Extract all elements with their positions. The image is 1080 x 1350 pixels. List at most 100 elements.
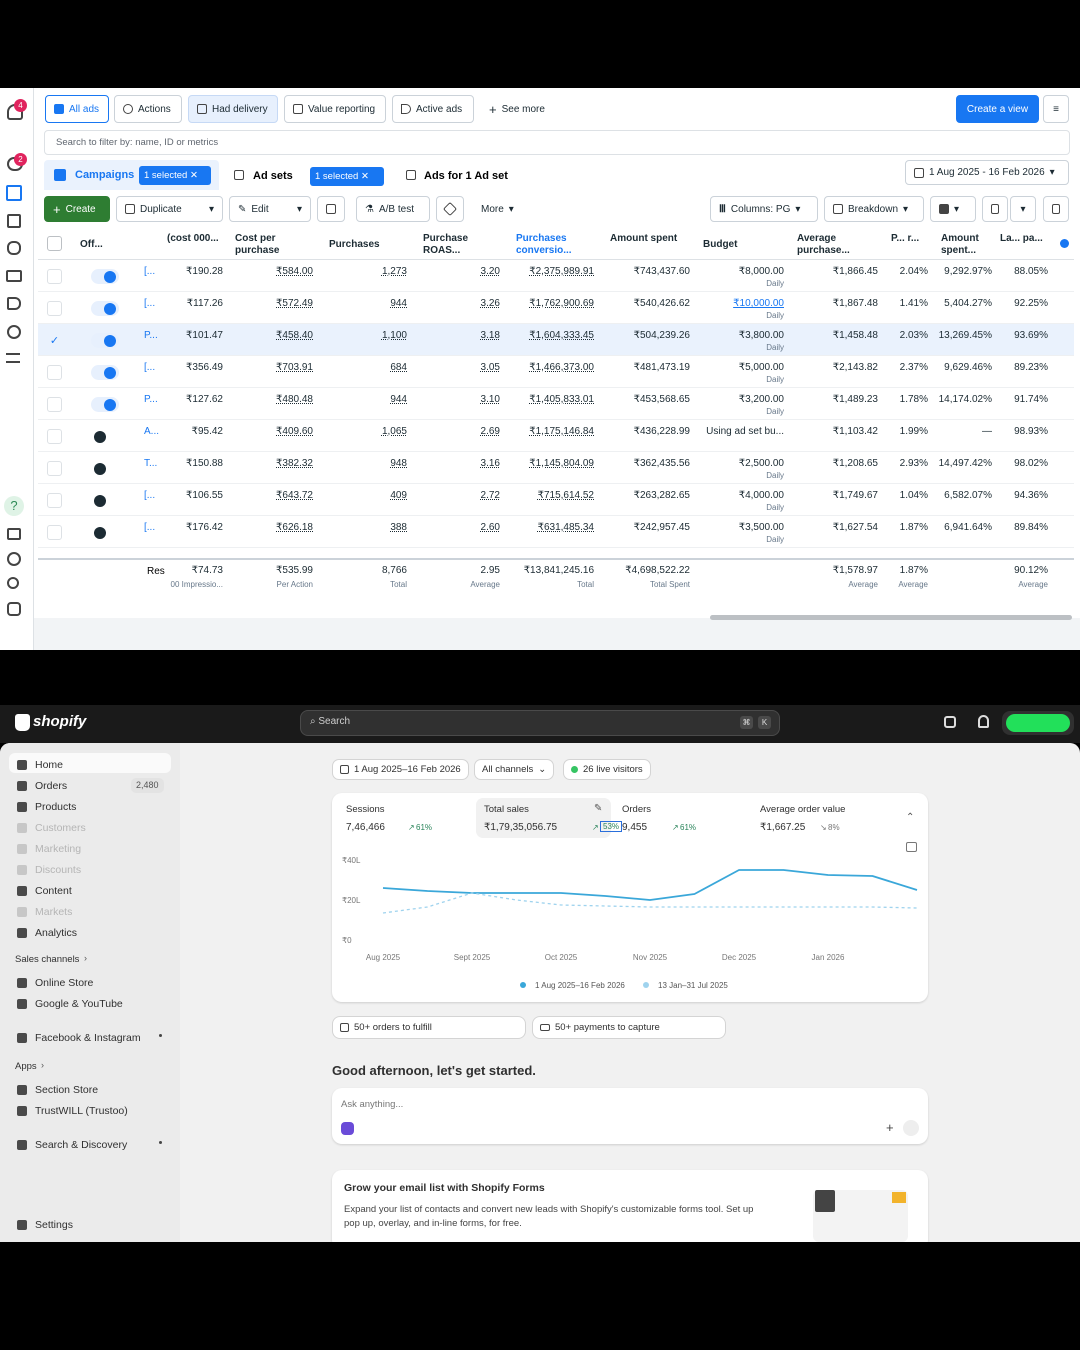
column-header[interactable]: Average purchase...	[797, 233, 850, 256]
row-checkbox[interactable]	[47, 525, 62, 540]
table-row[interactable]	[38, 260, 1074, 292]
sidekick-icon[interactable]	[341, 1122, 354, 1135]
section-heading[interactable]: Sales channels	[15, 954, 80, 965]
icon[interactable]	[7, 528, 21, 540]
add-column[interactable]	[1060, 239, 1069, 248]
nav-item[interactable]: Online Store	[17, 976, 167, 990]
view-button[interactable]: + See more	[480, 95, 555, 123]
store-icon[interactable]	[944, 716, 956, 728]
column-header[interactable]: Purchases	[329, 239, 380, 250]
chart-options[interactable]	[906, 842, 917, 852]
table-row[interactable]	[38, 388, 1074, 420]
bell-icon[interactable]	[978, 715, 989, 728]
edit-button[interactable]: ✎ Edit ▾	[229, 196, 311, 222]
create-button[interactable]: + Create	[44, 196, 110, 222]
column-header[interactable]: Budget	[703, 239, 738, 250]
create-view-button[interactable]: Create a view	[956, 95, 1039, 123]
logo[interactable]: shopify	[33, 713, 87, 730]
campaign-name[interactable]: [...	[144, 362, 156, 373]
column-header[interactable]: Purchases conversio...	[516, 233, 572, 256]
columns-button[interactable]: Ⅲ Columns: PG ▾	[710, 196, 818, 222]
view-button[interactable]: Actions	[114, 95, 182, 123]
collapse-icon[interactable]: ⌃	[906, 812, 915, 823]
nav-item[interactable]: Facebook & Instagram	[17, 1031, 167, 1045]
channel-filter[interactable]: All channels ⌄	[474, 759, 555, 780]
search-bar[interactable]	[300, 710, 780, 736]
selected-chip[interactable]: 1 selected ✕	[139, 166, 211, 185]
icon[interactable]	[7, 297, 21, 310]
tab-ads[interactable]	[397, 160, 562, 190]
view-button[interactable]: Had delivery	[188, 95, 278, 123]
nav-item[interactable]: Google & YouTube	[17, 997, 167, 1011]
more-button[interactable]: More ▾	[472, 196, 530, 222]
view-button[interactable]: Value reporting	[284, 95, 386, 123]
add-icon[interactable]: +	[886, 1120, 894, 1135]
nav-item[interactable]: Section Store	[17, 1083, 167, 1097]
delete-button[interactable]	[317, 196, 345, 222]
row-checkbox[interactable]	[47, 461, 62, 476]
metric-label[interactable]: Sessions	[346, 804, 385, 815]
view-button[interactable]: Active ads	[392, 95, 474, 123]
table-row[interactable]	[38, 484, 1074, 516]
metric-label[interactable]: Average order value	[760, 804, 846, 815]
table-row[interactable]	[38, 420, 1074, 452]
column-header[interactable]: Amount spent...	[941, 233, 979, 256]
nav-item[interactable]: Products	[17, 800, 167, 814]
view-button[interactable]: All ads	[45, 95, 109, 123]
row-checkbox[interactable]	[47, 269, 62, 284]
nav-item[interactable]: Analytics	[17, 926, 167, 940]
section-heading[interactable]: Apps	[15, 1061, 37, 1072]
column-header[interactable]: Off...	[80, 239, 103, 250]
settings-icon[interactable]	[7, 552, 21, 566]
dropdown-button[interactable]: ▾	[1010, 196, 1036, 222]
campaign-name[interactable]: [...	[144, 298, 156, 309]
send-button[interactable]	[903, 1120, 919, 1136]
tag-button[interactable]	[436, 196, 464, 222]
duplicate-button[interactable]: Duplicate ▾	[116, 196, 223, 222]
breakdown-button[interactable]: Breakdown ▾	[824, 196, 924, 222]
icon[interactable]	[6, 270, 22, 282]
menu-icon[interactable]	[6, 353, 20, 363]
nav-item[interactable]: Settings	[17, 1218, 167, 1232]
table-row[interactable]	[38, 292, 1074, 324]
table-row[interactable]	[38, 516, 1074, 548]
edit-icon[interactable]: ✎	[594, 803, 603, 814]
ab-test-button[interactable]: ⚗ A/B test	[356, 196, 430, 222]
nav-item[interactable]: Discounts	[17, 863, 167, 877]
cell[interactable]: ₹10,000.00	[733, 298, 784, 309]
campaign-name[interactable]: P...	[144, 394, 158, 405]
row-checkbox[interactable]	[47, 365, 62, 380]
icon[interactable]	[7, 241, 21, 255]
task-button[interactable]: 50+ orders to fulfill	[332, 1016, 526, 1039]
nav-item[interactable]: Search & Discovery	[17, 1138, 167, 1152]
date-picker[interactable]: 1 Aug 2025 - 16 Feb 2026 ▾	[905, 160, 1069, 185]
column-header[interactable]: La... pa...	[1000, 233, 1043, 244]
table-row[interactable]	[38, 452, 1074, 484]
campaign-name[interactable]: T...	[144, 458, 158, 469]
nav-item[interactable]: Marketing	[17, 842, 167, 856]
campaign-name[interactable]: A...	[144, 426, 160, 437]
row-checkbox[interactable]	[47, 493, 62, 508]
column-header[interactable]: Purchase ROAS...	[423, 233, 469, 256]
row-checkbox[interactable]	[47, 397, 62, 412]
icon[interactable]	[7, 325, 21, 339]
nav-item[interactable]: Home	[17, 758, 167, 772]
live-visitors[interactable]: 26 live visitors	[563, 759, 651, 780]
search-input[interactable]: Search to filter by: name, ID or metrics	[44, 130, 1070, 155]
select-all-checkbox[interactable]	[47, 236, 62, 251]
search-icon[interactable]	[7, 577, 19, 589]
reports-button[interactable]: ▾	[930, 196, 976, 222]
row-checkbox[interactable]	[47, 429, 62, 444]
nav-item[interactable]: Markets	[17, 905, 167, 919]
column-header[interactable]: (cost 000...	[167, 233, 219, 244]
metric-label[interactable]: Total sales	[484, 804, 529, 815]
icon[interactable]	[7, 214, 21, 228]
ask-box[interactable]	[332, 1088, 928, 1144]
nav-item[interactable]: Customers	[17, 821, 167, 835]
nav-item[interactable]: TrustWILL (Trustoo)	[17, 1104, 167, 1118]
table-row[interactable]	[38, 324, 1074, 356]
nav-item[interactable]: Content	[17, 884, 167, 898]
column-header[interactable]: P... r...	[891, 233, 920, 244]
chart-button[interactable]	[1043, 196, 1069, 222]
task-button[interactable]: 50+ payments to capture	[532, 1016, 726, 1039]
